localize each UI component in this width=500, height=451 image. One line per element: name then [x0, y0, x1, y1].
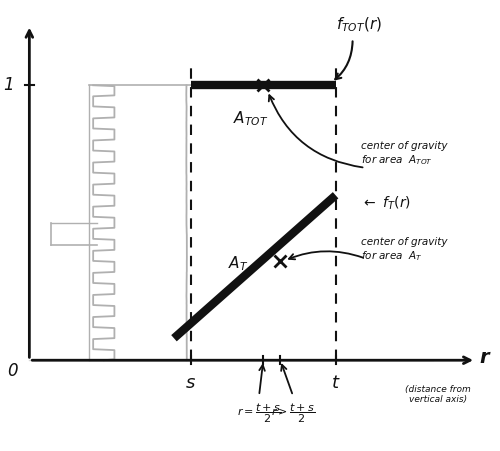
Text: s: s: [186, 374, 196, 392]
Text: $r=\dfrac{t+s}{2}$: $r=\dfrac{t+s}{2}$: [237, 401, 281, 425]
Text: t: t: [332, 374, 339, 392]
Text: $f_{TOT}(r)$: $f_{TOT}(r)$: [336, 16, 382, 34]
Text: r: r: [480, 348, 490, 367]
Text: $A_{TOT}$: $A_{TOT}$: [233, 109, 268, 128]
Text: 0: 0: [7, 362, 18, 380]
Text: $A_T$: $A_T$: [228, 255, 248, 273]
Text: (distance from
vertical axis): (distance from vertical axis): [405, 385, 470, 405]
Text: $\leftarrow$ $f_T(r)$: $\leftarrow$ $f_T(r)$: [361, 195, 411, 212]
Text: $r>\dfrac{t+s}{2}$: $r>\dfrac{t+s}{2}$: [271, 401, 315, 425]
Text: 1: 1: [3, 76, 13, 94]
Text: center of gravity
for area  $A_T$: center of gravity for area $A_T$: [361, 237, 448, 263]
Text: center of gravity
for area  $A_{TOT}$: center of gravity for area $A_{TOT}$: [361, 141, 448, 167]
